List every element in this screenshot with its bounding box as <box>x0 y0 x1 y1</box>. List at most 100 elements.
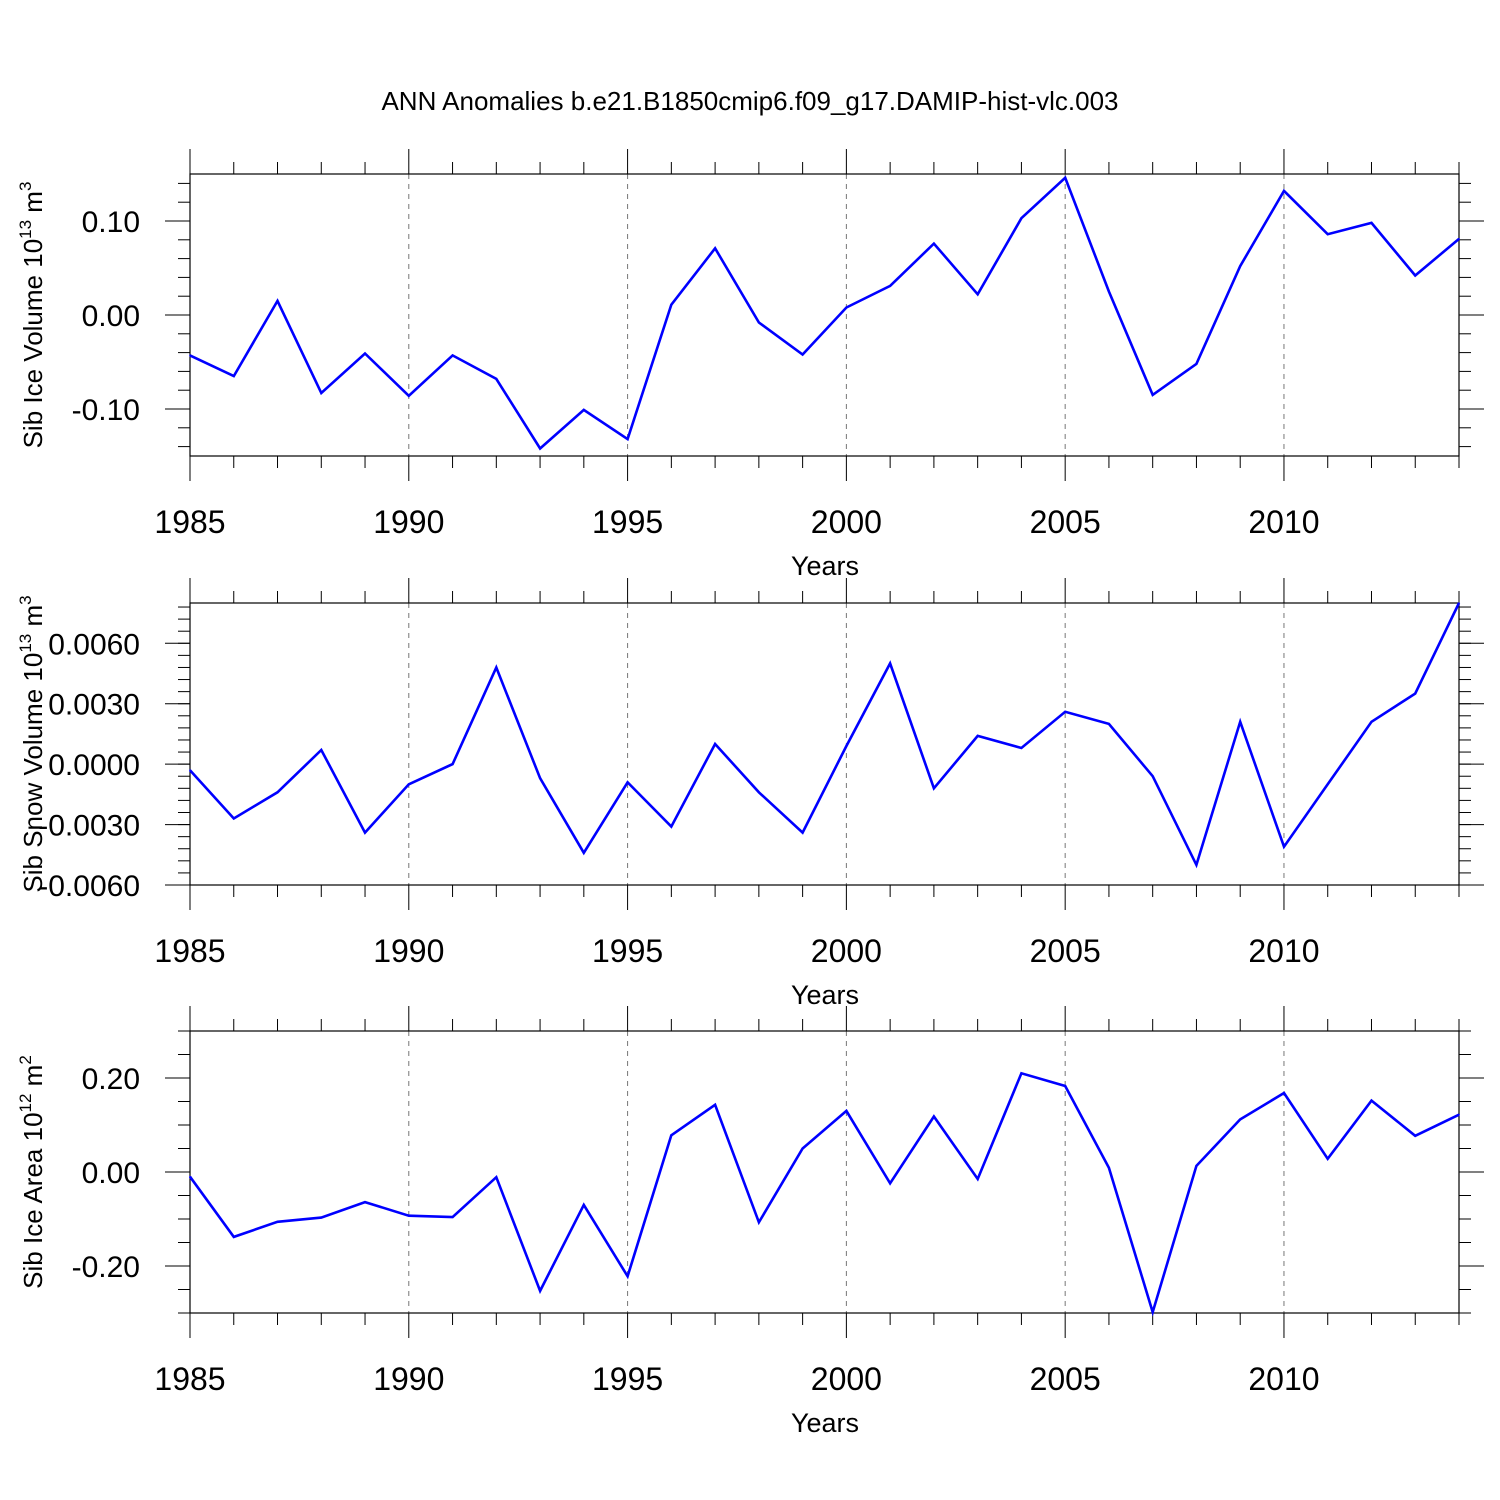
x-tick-label: 1990 <box>373 933 444 969</box>
y-tick-label: 0.00 <box>82 300 140 333</box>
sib-ice-area-data-point <box>1020 1072 1023 1075</box>
sib-ice-area-data-point <box>276 1221 279 1223</box>
sib-ice-volume-data-point <box>1064 176 1066 179</box>
sib-snow-volume-data-point <box>189 769 191 771</box>
sib-snow-volume-data-point <box>933 787 935 790</box>
sib-ice-volume-data-point <box>670 303 673 306</box>
x-tick-label: 2000 <box>811 1361 882 1397</box>
sib-ice-area-data-point <box>933 1115 935 1118</box>
y-axis-label: Sib Ice Volume 1013 m3 <box>16 182 48 449</box>
sib-ice-area-data-point <box>1195 1165 1198 1167</box>
x-tick-label: 1985 <box>154 933 225 969</box>
x-tick-label: 2005 <box>1030 504 1101 540</box>
sib-snow-volume-data-point <box>1108 723 1110 725</box>
y-axis-label: Sib Snow Volume 1013 m3 <box>16 595 48 892</box>
sib-ice-volume-data-point <box>1239 265 1242 267</box>
sib-ice-volume-data-point <box>364 352 366 355</box>
sib-ice-volume-data-point <box>933 242 935 245</box>
x-tick-label: 1995 <box>592 504 663 540</box>
sib-ice-area-series-line <box>188 1071 1460 1317</box>
x-tick-label: 2000 <box>811 933 882 969</box>
x-tick-label: 2005 <box>1030 1361 1101 1397</box>
sib-ice-volume-data-point <box>583 409 585 411</box>
sib-snow-volume-data-point <box>1195 864 1198 866</box>
sib-ice-volume-data-point <box>714 247 716 250</box>
x-tick-label: 1990 <box>373 1361 444 1397</box>
sib-ice-area-data-point <box>451 1216 454 1218</box>
sib-ice-volume-data-point <box>976 293 979 296</box>
sib-snow-volume-data-point <box>1326 783 1329 786</box>
y-tick-label: -0.10 <box>72 394 140 427</box>
x-tick-label: 1995 <box>592 1361 663 1397</box>
sib-ice-volume-data-point <box>1108 290 1110 293</box>
sib-ice-volume-series-line <box>189 175 1460 451</box>
sib-ice-area-data-point <box>1064 1085 1066 1087</box>
sib-snow-volume-data-point <box>583 851 585 854</box>
sib-ice-volume-data-point <box>1020 217 1023 219</box>
sib-ice-volume-data-point <box>1326 233 1329 235</box>
sib-ice-area-data-point <box>320 1216 323 1219</box>
sib-snow-volume-series-line <box>189 602 1461 869</box>
y-tick-label: -0.0060 <box>38 870 140 903</box>
x-tick-label: 2005 <box>1030 933 1101 969</box>
sib-ice-area-data-point <box>1151 1311 1154 1313</box>
sib-snow-volume-data-point <box>539 777 541 780</box>
sib-ice-volume-data-point <box>845 306 848 309</box>
sib-snow-volume-data-point <box>1151 775 1154 778</box>
y-tick-label: 0.20 <box>82 1063 140 1096</box>
sib-ice-area-data-point <box>232 1236 235 1238</box>
sib-ice-area-data-point <box>495 1176 498 1178</box>
plot-frame <box>189 602 1460 886</box>
sib-ice-area-data-point <box>1108 1166 1110 1169</box>
sib-ice-area-data-point <box>407 1214 410 1217</box>
sib-ice-volume-data-point <box>407 395 410 397</box>
sib-ice-volume-data-point <box>189 354 191 357</box>
sib-ice-volume-data-point <box>1151 394 1154 396</box>
sib-snow-volume-data-point <box>495 666 498 669</box>
sib-snow-volume-data-point <box>276 791 279 794</box>
sib-ice-volume-data-point <box>889 285 891 287</box>
sib-ice-volume-data-point <box>801 353 804 356</box>
sib-ice-area-data-point <box>758 1221 760 1224</box>
sib-snow-volume-data-point <box>758 791 760 794</box>
sib-snow-volume-data-point <box>889 662 891 665</box>
sib-ice-area-data-point <box>626 1275 629 1278</box>
x-axis-label: Years <box>791 551 859 581</box>
sib-ice-volume-data-point <box>276 300 279 302</box>
sib-snow-volume-data-point <box>976 735 979 737</box>
x-tick-label: 2010 <box>1248 504 1319 540</box>
sib-ice-area-data-point <box>364 1201 366 1203</box>
sib-ice-area-data-point <box>1458 1113 1460 1116</box>
sib-ice-volume-data-point <box>495 378 498 380</box>
sib-ice-volume-data-point <box>232 375 235 377</box>
sib-ice-volume-data-point <box>320 392 323 394</box>
sib-snow-volume-data-point <box>364 831 366 834</box>
y-tick-label: 0.10 <box>82 206 140 239</box>
sib-snow-volume-data-point <box>801 831 804 834</box>
y-tick-label: 0.0000 <box>48 749 140 782</box>
y-tick-label: 0.0030 <box>48 689 140 722</box>
x-tick-label: 2010 <box>1248 1361 1319 1397</box>
x-tick-label: 1995 <box>592 933 663 969</box>
x-tick-label: 1985 <box>154 1361 225 1397</box>
x-axis-label: Years <box>791 1408 859 1438</box>
y-tick-label: -0.0030 <box>38 810 140 843</box>
sib-snow-volume-data-point <box>714 743 716 745</box>
sib-snow-volume-data-point <box>1370 721 1373 723</box>
x-tick-label: 1990 <box>373 504 444 540</box>
sib-ice-volume-data-point <box>451 354 454 357</box>
sib-ice-area-data-point <box>1370 1099 1373 1102</box>
y-tick-label: -0.20 <box>72 1251 140 1284</box>
sib-ice-volume-data-point <box>1370 222 1373 224</box>
sib-snow-volume-data-point <box>1283 845 1285 848</box>
sib-snow-volume-data-point <box>451 763 454 765</box>
sib-ice-area-data-point <box>1283 1092 1285 1094</box>
sib-snow-volume-data-point <box>1414 692 1417 695</box>
sib-ice-volume-data-point <box>1283 190 1285 192</box>
sib-ice-volume-data-point <box>1414 274 1417 277</box>
sib-ice-volume-data-point <box>626 438 629 440</box>
sib-ice-area-data-point <box>670 1134 673 1137</box>
sib-ice-volume-data-point <box>758 321 760 324</box>
x-tick-label: 2000 <box>811 504 882 540</box>
sib-ice-area-data-point <box>801 1147 804 1150</box>
